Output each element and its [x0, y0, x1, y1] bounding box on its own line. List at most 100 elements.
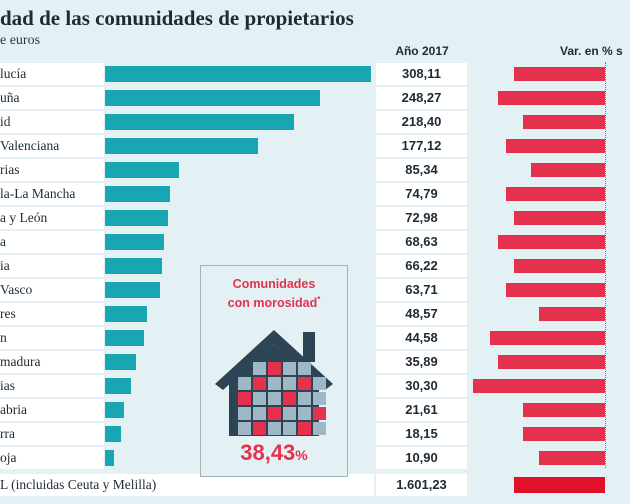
variation-track	[470, 423, 630, 445]
house-window-icon	[238, 422, 251, 435]
value-bar	[105, 282, 161, 298]
bar-track	[104, 87, 374, 109]
variation-bar	[506, 187, 605, 201]
house-window-icon	[313, 407, 326, 420]
region-label: Vasco	[0, 279, 104, 301]
variation-bar	[539, 451, 605, 465]
region-label-text: uña	[0, 90, 20, 105]
column-header-year: Año 2017	[395, 44, 449, 58]
house-window-icon	[268, 422, 281, 435]
region-label: lucía	[0, 63, 104, 85]
data-row: abria 21,61	[0, 399, 630, 421]
variation-track	[470, 447, 630, 469]
house-window-icon	[268, 362, 281, 375]
total-variation-track	[470, 474, 630, 496]
value-label: 66,22	[376, 255, 467, 277]
variation-track	[470, 111, 630, 133]
inset-title: Comunidades con morosidad*	[201, 276, 347, 311]
house-window-icon	[298, 422, 311, 435]
region-label-text: ia	[0, 258, 10, 273]
bar-track	[104, 63, 374, 85]
bar-track	[104, 423, 374, 445]
region-label-text: Valenciana	[0, 138, 60, 153]
value-label: 72,98	[376, 207, 467, 229]
data-row: madura 35,89	[0, 351, 630, 373]
variation-track	[470, 351, 630, 373]
region-label: abria	[0, 399, 104, 421]
variation-bar	[489, 331, 605, 345]
variation-bar	[522, 115, 605, 129]
column-header-variation: Var. en % s	[560, 44, 623, 58]
bar-track	[104, 327, 374, 349]
region-label-text: ias	[0, 378, 15, 393]
variation-bar	[514, 211, 605, 225]
value-bar	[105, 306, 147, 322]
variation-bar	[506, 283, 605, 297]
variation-bar	[506, 139, 605, 153]
house-window-icon	[238, 407, 251, 420]
house-window-icon	[313, 392, 326, 405]
variation-track	[470, 63, 630, 85]
value-label: 177,12	[376, 135, 467, 157]
variation-track	[470, 303, 630, 325]
house-window-icon	[253, 422, 266, 435]
region-label-text: id	[0, 114, 11, 129]
region-label-text: oja	[0, 450, 17, 465]
house-window-icon	[283, 407, 296, 420]
house-window-icon	[253, 392, 266, 405]
house-window-icon	[283, 392, 296, 405]
house-window-icon	[283, 422, 296, 435]
region-label: n	[0, 327, 104, 349]
total-label-text: L (incluidas Ceuta y Melilla)	[0, 477, 157, 492]
region-label: ias	[0, 375, 104, 397]
house-window-icon	[298, 377, 311, 390]
variation-bar	[473, 379, 605, 393]
data-row: la-La Mancha 74,79	[0, 183, 630, 205]
region-label: rias	[0, 159, 104, 181]
chart-subtitle: e euros	[0, 33, 41, 48]
variation-track	[470, 183, 630, 205]
chart-title: dad de las comunidades de propietarios	[0, 6, 354, 30]
bar-track	[104, 135, 374, 157]
value-label: 218,40	[376, 111, 467, 133]
variation-track	[470, 87, 630, 109]
value-label: 44,58	[376, 327, 467, 349]
value-bar	[105, 162, 179, 178]
region-label: oja	[0, 447, 104, 469]
value-bar	[105, 210, 169, 226]
house-window-icon	[253, 362, 266, 375]
bar-track	[104, 375, 374, 397]
house-window-icon	[283, 362, 296, 375]
variation-bar	[497, 235, 605, 249]
region-label: Valenciana	[0, 135, 104, 157]
bar-track	[104, 351, 374, 373]
region-label-text: a y León	[0, 210, 48, 225]
value-bar	[105, 114, 294, 130]
house-window-icon	[298, 407, 311, 420]
region-label-text: abria	[0, 402, 27, 417]
bar-track	[104, 159, 374, 181]
bar-track	[104, 303, 374, 325]
variation-track	[470, 135, 630, 157]
region-label-text: rra	[0, 426, 15, 441]
bar-track	[104, 399, 374, 421]
data-row: rra 18,15	[0, 423, 630, 445]
value-bar	[105, 426, 121, 442]
value-label: 68,63	[376, 231, 467, 253]
value-bar	[105, 258, 163, 274]
house-window-icon	[253, 407, 266, 420]
variation-track	[470, 399, 630, 421]
value-bar	[105, 378, 132, 394]
data-row: id 218,40	[0, 111, 630, 133]
variation-bar	[522, 403, 605, 417]
value-bar	[105, 186, 170, 202]
value-bar	[105, 450, 115, 466]
total-value: 1.601,23	[376, 474, 467, 496]
region-label: madura	[0, 351, 104, 373]
data-row: rias 85,34	[0, 159, 630, 181]
house-window-icon	[313, 422, 326, 435]
region-label: id	[0, 111, 104, 133]
inset-asterisk: *	[317, 295, 321, 304]
region-label: ia	[0, 255, 104, 277]
data-row: res 48,57	[0, 303, 630, 325]
